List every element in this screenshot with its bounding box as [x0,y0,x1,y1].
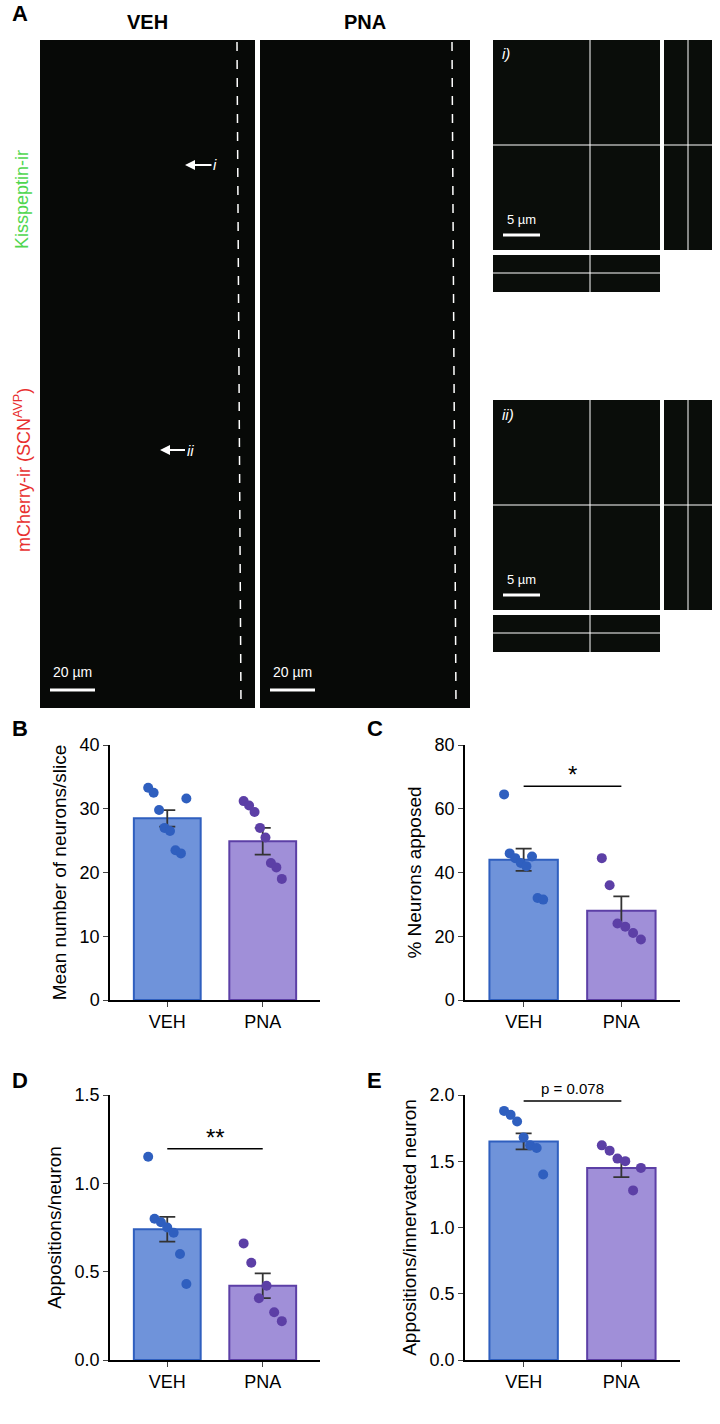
svg-text:80: 80 [435,735,455,755]
svg-text:5 µm: 5 µm [507,212,536,227]
svg-text:1.0: 1.0 [430,1218,455,1238]
svg-text:40: 40 [435,863,455,883]
svg-text:5 µm: 5 µm [507,572,536,587]
svg-text:0.0: 0.0 [75,1350,100,1370]
svg-text:PNA: PNA [603,1012,640,1032]
svg-text:E: E [367,1068,382,1093]
svg-text:ii): ii) [502,406,514,423]
svg-text:0: 0 [445,990,455,1010]
svg-text:VEH: VEH [149,1012,186,1032]
svg-text:VEH: VEH [127,11,168,33]
svg-text:B: B [12,716,28,741]
svg-text:Mean number of neurons/slice: Mean number of neurons/slice [49,745,70,1001]
svg-text:10: 10 [80,927,100,947]
svg-text:PNA: PNA [244,1012,281,1032]
svg-text:1.5: 1.5 [75,1085,100,1105]
svg-text:0: 0 [90,990,100,1010]
svg-text:PNA: PNA [244,1372,281,1392]
svg-text:ii: ii [187,442,194,459]
svg-text:20 µm: 20 µm [53,664,92,680]
svg-text:VEH: VEH [505,1372,542,1392]
svg-text:0.5: 0.5 [430,1284,455,1304]
svg-text:mCherry-ir (SCN​AVP​): mCherry-ir (SCN​AVP​) [11,388,34,552]
svg-text:**: ** [206,1124,225,1151]
svg-text:1.0: 1.0 [75,1174,100,1194]
svg-text:0.0: 0.0 [430,1350,455,1370]
svg-text:1.5: 1.5 [430,1152,455,1172]
svg-text:PNA: PNA [344,11,386,33]
svg-text:% Neurons apposed: % Neurons apposed [404,786,425,958]
svg-text:2.0: 2.0 [430,1085,455,1105]
svg-text:40: 40 [80,735,100,755]
svg-text:Appositions/neuron: Appositions/neuron [44,1146,65,1309]
svg-text:0.5: 0.5 [75,1262,100,1282]
svg-text:20: 20 [435,927,455,947]
svg-text:60: 60 [435,799,455,819]
svg-text:*: * [568,761,577,788]
svg-text:20: 20 [80,863,100,883]
svg-text:VEH: VEH [505,1012,542,1032]
svg-text:A: A [12,1,28,26]
svg-text:i): i) [502,45,510,62]
svg-text:VEH: VEH [149,1372,186,1392]
svg-text:p = 0.078: p = 0.078 [541,1080,604,1097]
svg-text:Appositions/innervated neuron: Appositions/innervated neuron [399,1099,420,1356]
svg-text:30: 30 [80,799,100,819]
svg-text:i: i [213,156,217,173]
svg-text:D: D [12,1068,28,1093]
svg-text:C: C [367,716,383,741]
svg-text:20 µm: 20 µm [273,664,312,680]
svg-text:PNA: PNA [603,1372,640,1392]
svg-text:Kisspeptin-ir: Kisspeptin-ir [12,150,32,249]
